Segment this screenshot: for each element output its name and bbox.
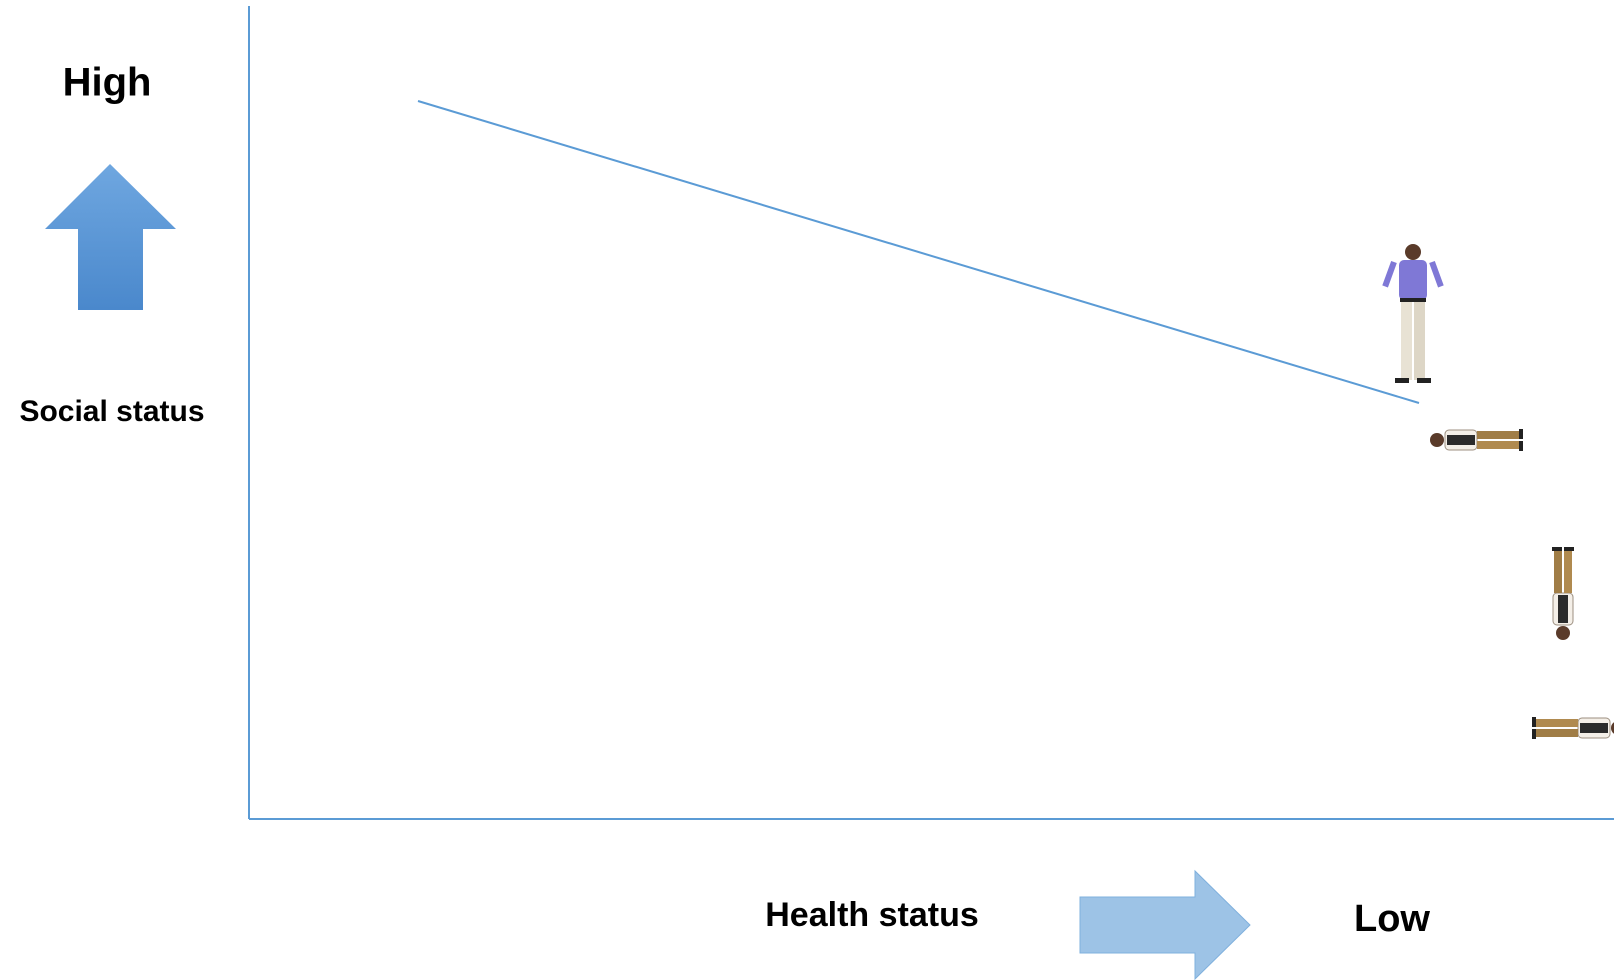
low-label: Low [1354, 898, 1430, 940]
gradient-line [418, 101, 1419, 403]
slide: High Social status Health status Low [0, 0, 1614, 980]
right-arrow [1080, 871, 1250, 979]
standing-person [1382, 244, 1443, 383]
high-label: High [63, 61, 152, 105]
x-axis-label: Health status [765, 896, 979, 934]
up-arrow [45, 164, 176, 310]
inverted-person [1552, 547, 1574, 640]
lying-person [1430, 429, 1523, 451]
y-axis-label: Social status [19, 395, 204, 428]
lying-person [1532, 717, 1614, 739]
